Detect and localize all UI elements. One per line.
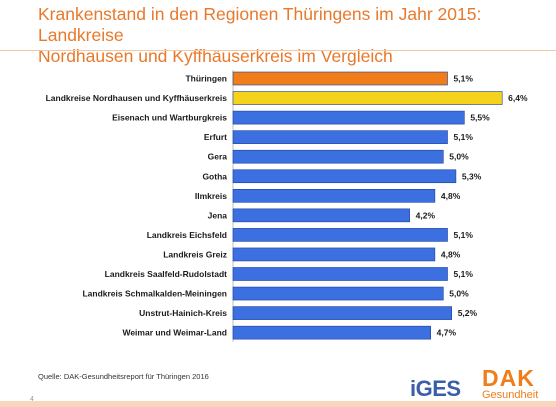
bar: [232, 286, 444, 301]
dak-logo-sub: Gesundheit: [482, 389, 539, 401]
value-label: 4,8%: [441, 191, 461, 201]
value-label: 5,1%: [454, 230, 474, 240]
category-label: Eisenach und Wartburgkreis: [112, 113, 227, 123]
bar: [232, 208, 410, 223]
category-label: Landkreis Eichsfeld: [147, 230, 227, 240]
footer-bar: [0, 401, 556, 407]
bar: [232, 247, 436, 262]
value-label: 5,3%: [462, 171, 482, 181]
category-label: Weimar und Weimar-Land: [122, 328, 227, 338]
bar: [232, 306, 453, 320]
value-label: 5,1%: [454, 74, 474, 84]
value-label: 5,2%: [458, 308, 478, 318]
category-label: Landkreise Nordhausen und Kyffhäuserkrei…: [46, 93, 228, 103]
bar: [232, 91, 503, 105]
bar: [232, 110, 465, 125]
category-label: Landkreis Greiz: [163, 249, 227, 259]
category-label: Landkreis Schmalkalden-Meiningen: [82, 289, 227, 299]
value-label: 5,5%: [470, 113, 490, 123]
bar: [232, 189, 436, 203]
dak-logo-main: DAK: [482, 365, 535, 391]
value-label: 5,1%: [454, 132, 474, 142]
iges-logo: iGES: [410, 376, 461, 401]
value-label: 4,2%: [416, 210, 436, 220]
chart-title-line-2: Nordhausen und Kyffhäuserkreis im Vergle…: [38, 46, 393, 66]
category-label: Gotha: [202, 171, 227, 181]
source-note: Quelle: DAK-Gesundheitsreport für Thürin…: [38, 372, 209, 381]
title-divider: [0, 50, 556, 51]
page-number: 4: [30, 396, 34, 403]
value-label: 6,4%: [508, 93, 528, 103]
category-label: Unstrut-Hainich-Kreis: [139, 308, 227, 318]
value-label: 5,0%: [449, 289, 469, 299]
category-label: Landkreis Saalfeld-Rudolstadt: [105, 269, 227, 279]
category-label: Gera: [208, 152, 228, 162]
value-label: 4,8%: [441, 249, 461, 259]
bar: [232, 149, 444, 164]
chart-title: Krankenstand in den Regionen Thüringens …: [38, 4, 548, 67]
dak-logo: DAK Gesundheit: [482, 365, 552, 402]
category-label: Jena: [208, 210, 228, 220]
bar: [232, 267, 448, 281]
bar: [232, 325, 431, 340]
bar: [232, 169, 457, 184]
bar: [232, 130, 448, 144]
value-label: 4,7%: [437, 328, 457, 338]
bar: [232, 228, 448, 242]
chart-title-line-1: Krankenstand in den Regionen Thüringens …: [38, 4, 482, 45]
category-label: Ilmkreis: [195, 191, 227, 201]
category-label: Erfurt: [204, 132, 227, 142]
value-label: 5,0%: [449, 152, 469, 162]
category-label: Thüringen: [185, 74, 227, 84]
value-label: 5,1%: [454, 269, 474, 279]
bar: [232, 71, 448, 86]
